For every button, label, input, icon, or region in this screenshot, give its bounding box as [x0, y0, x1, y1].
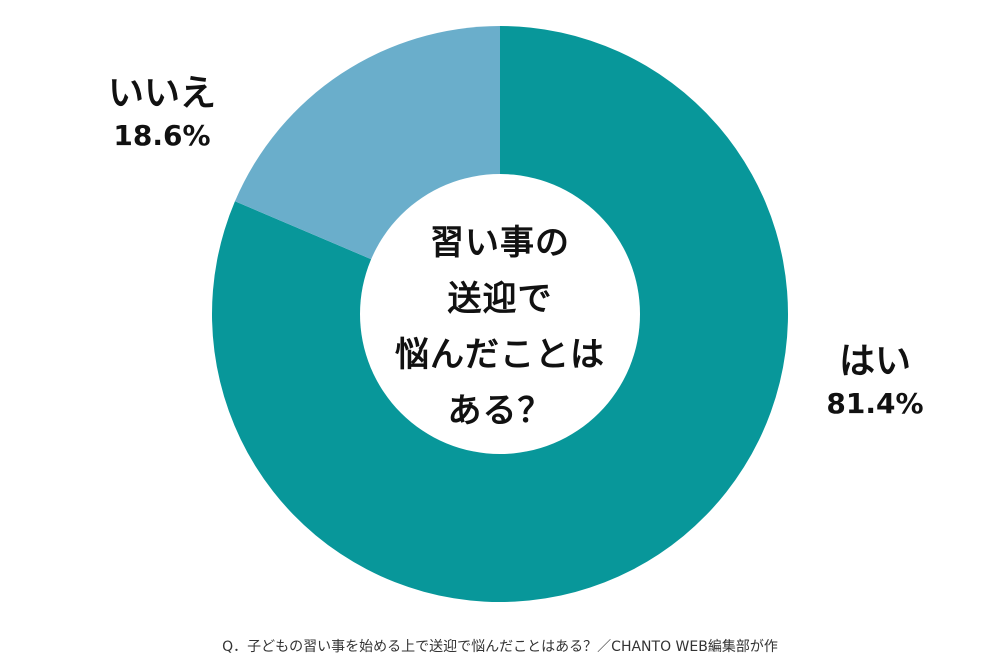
- center-title-line-4: ある？: [447, 391, 553, 431]
- center-title-line-2: 送迎で: [447, 279, 553, 319]
- slice-label-no-name: いいえ: [107, 73, 216, 114]
- chart-footnote: Q．子どもの習い事を始める上で送迎で悩んだことはある？／CHANTO WEB編集…: [222, 639, 778, 655]
- slice-label-yes: はい 81.4%: [820, 340, 930, 424]
- center-title-line-1: 習い事の: [430, 223, 570, 263]
- center-title-line-3: 悩んだことは: [395, 335, 605, 375]
- slice-label-no-value: 18.6%: [113, 119, 211, 152]
- slice-label-yes-value: 81.4%: [826, 387, 924, 420]
- center-title: 習い事の 送迎で 悩んだことは ある？: [370, 215, 630, 439]
- slice-label-no: いいえ 18.6%: [102, 72, 222, 156]
- donut-center-hole: [360, 174, 640, 454]
- slice-label-yes-name: はい: [838, 341, 911, 382]
